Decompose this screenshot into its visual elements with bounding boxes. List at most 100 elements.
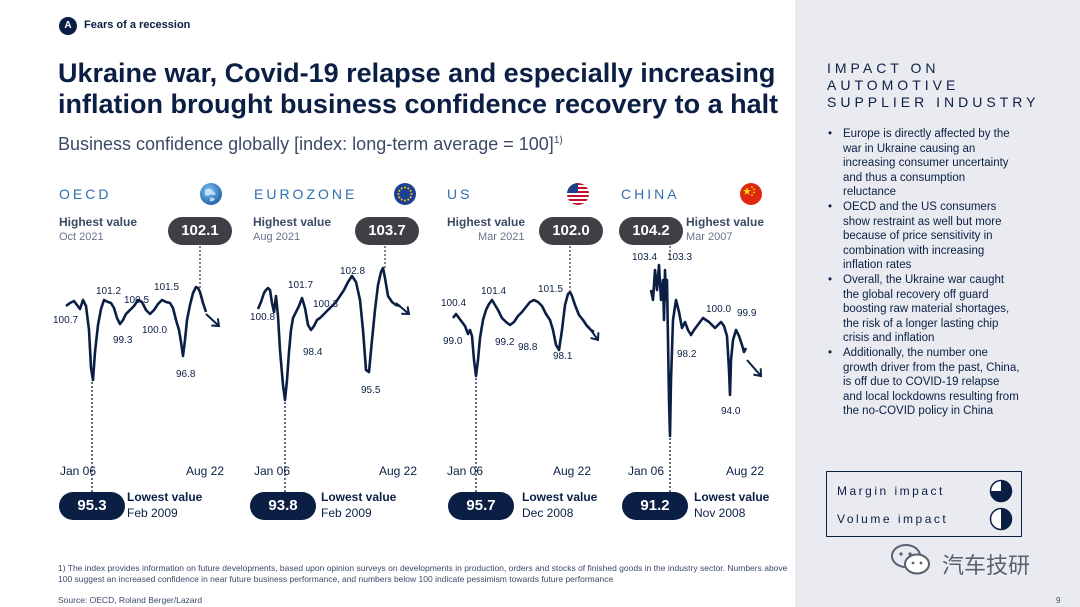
subtitle-footnote-mark: 1): [553, 135, 563, 146]
data-label-oecd: 100.5: [124, 295, 149, 306]
volume-impact-harvey-ball: [989, 507, 1013, 536]
panel-title-us: US: [447, 186, 473, 202]
x-end-label-us: Aug 22: [553, 464, 592, 478]
data-label-us: 101.4: [481, 286, 506, 297]
lowest-date-china: Nov 2008: [694, 506, 746, 520]
data-label-us: 99.0: [443, 336, 463, 347]
x-end-label-eurozone: Aug 22: [379, 464, 418, 478]
series-line-eurozone: [256, 266, 401, 402]
data-label-oecd: 100.7: [53, 315, 78, 326]
sidebar-bullet: OECD and the US consumers show restraint…: [826, 200, 1021, 273]
x-start-label-eurozone: Jan 06: [254, 464, 291, 478]
highest-label-us: Highest value: [447, 215, 526, 229]
data-label-oecd: 99.3: [113, 335, 133, 346]
data-label-eurozone: 100.3: [313, 299, 338, 310]
data-label-us: 98.8: [518, 342, 538, 353]
trend-arrowhead-us: [590, 332, 600, 342]
series-line-china: [649, 263, 748, 438]
highest-date-oecd: Oct 2021: [59, 231, 104, 243]
data-label-eurozone: 100.8: [250, 312, 275, 323]
slide-title: Ukraine war, Covid-19 relapse and especi…: [58, 58, 779, 119]
margin-impact-harvey-ball: [989, 479, 1013, 508]
lowest-label-china: Lowest value: [694, 490, 770, 504]
highest-date-china: Mar 2007: [686, 231, 733, 243]
sidebar-title: IMPACT ON AUTOMOTIVE SUPPLIER INDUSTRY: [827, 60, 1040, 110]
lowest-value-pill-china: 91.2: [622, 492, 688, 520]
data-label-us: 98.1: [553, 351, 573, 362]
watermark-text: 汽车技研: [942, 553, 1031, 578]
highest-value-pill-us: 102.0: [539, 217, 603, 245]
highest-label-oecd: Highest value: [59, 215, 138, 229]
lowest-label-eurozone: Lowest value: [321, 490, 397, 504]
x-end-label-china: Aug 22: [726, 464, 765, 478]
data-label-us: 101.5: [538, 284, 563, 295]
trend-arrowhead-eurozone: [401, 306, 411, 316]
highest-date-eurozone: Aug 2021: [253, 231, 301, 243]
trend-arrowhead-china: [753, 368, 763, 378]
highest-label-eurozone: Highest value: [253, 215, 332, 229]
chart-subtitle: Business confidence globally [index: lon…: [58, 134, 563, 155]
data-label-eurozone: 95.5: [361, 385, 381, 396]
source-note: Source: OECD, Roland Berger/Lazard: [58, 595, 203, 605]
data-label-us: 99.2: [495, 337, 515, 348]
trend-arrow-china: [746, 359, 762, 377]
highest-value-pill-oecd: 102.1: [168, 217, 232, 245]
data-label-china: 99.9: [737, 308, 757, 319]
data-label-china: 103.4: [632, 252, 657, 263]
series-line-oecd: [65, 285, 208, 382]
x-start-label-china: Jan 06: [628, 464, 665, 478]
subtitle-text: Business confidence globally [index: lon…: [58, 134, 554, 154]
series-line-us: [451, 290, 595, 378]
sidebar-bullet-list: Europe is directly affected by the war i…: [826, 127, 1021, 419]
sidebar-bullet: Additionally, the number one growth driv…: [826, 346, 1021, 419]
us-flag-icon: [565, 181, 591, 212]
highest-label-china: Highest value: [686, 215, 765, 229]
eu-flag-icon: [392, 181, 418, 212]
trend-arrow-eurozone: [395, 302, 410, 315]
lowest-date-eurozone: Feb 2009: [321, 506, 372, 520]
highest-value-pill-eurozone: 103.7: [355, 217, 419, 245]
panel-title-eurozone: EUROZONE: [254, 186, 358, 202]
data-label-oecd: 101.2: [96, 286, 121, 297]
lowest-label-oecd: Lowest value: [127, 490, 203, 504]
x-start-label-oecd: Jan 06: [60, 464, 97, 478]
data-label-oecd: 100.0: [142, 325, 167, 336]
data-label-china: 100.0: [706, 304, 731, 315]
data-label-us: 100.4: [441, 298, 466, 309]
highest-date-us: Mar 2021: [478, 231, 525, 243]
data-label-eurozone: 98.4: [303, 347, 323, 358]
lowest-label-us: Lowest value: [522, 490, 598, 504]
panel-title-oecd: OECD: [59, 186, 112, 202]
volume-impact-label: Volume impact: [837, 512, 949, 526]
sidebar-bullet: Europe is directly affected by the war i…: [826, 127, 1021, 200]
section-label: Fears of a recession: [84, 19, 191, 31]
impact-legend-box: Margin impact Volume impact: [826, 471, 1022, 537]
panel-title-china: CHINA: [621, 186, 680, 202]
footnote: 1) The index provides information on fut…: [58, 563, 788, 584]
lowest-value-pill-us: 95.7: [448, 492, 514, 520]
lowest-value-pill-eurozone: 93.8: [250, 492, 316, 520]
page-number: 9: [1056, 596, 1061, 605]
sidebar-bullet: Overall, the Ukraine war caught the glob…: [826, 273, 1021, 346]
trend-arrowhead-oecd: [211, 318, 221, 328]
data-label-china: 103.3: [667, 252, 692, 263]
data-label-oecd: 96.8: [176, 369, 196, 380]
lowest-date-us: Dec 2008: [522, 506, 574, 520]
x-end-label-oecd: Aug 22: [186, 464, 225, 478]
lowest-date-oecd: Feb 2009: [127, 506, 178, 520]
data-label-eurozone: 102.8: [340, 266, 365, 277]
section-badge: A: [59, 17, 77, 35]
margin-impact-label: Margin impact: [837, 484, 945, 498]
trend-arrow-us: [587, 325, 599, 341]
trend-arrow-oecd: [205, 313, 220, 327]
data-label-eurozone: 101.7: [288, 280, 313, 291]
x-start-label-us: Jan 06: [447, 464, 484, 478]
data-label-oecd: 101.5: [154, 282, 179, 293]
data-label-china: 94.0: [721, 406, 741, 417]
lowest-value-pill-oecd: 95.3: [59, 492, 125, 520]
china-flag-icon: [738, 181, 764, 212]
globe-icon: [198, 181, 224, 212]
highest-value-pill-china: 104.2: [619, 217, 683, 245]
wechat-icon: [890, 543, 932, 582]
